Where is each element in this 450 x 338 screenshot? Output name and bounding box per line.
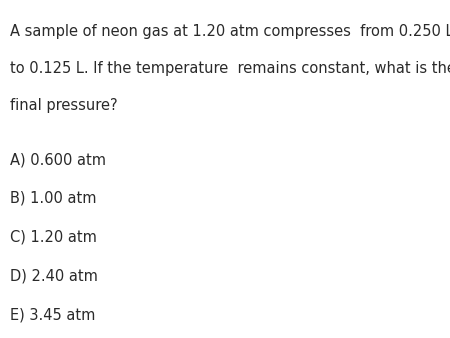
Text: D) 2.40 atm: D) 2.40 atm [10, 269, 98, 284]
Text: E) 3.45 atm: E) 3.45 atm [10, 308, 95, 322]
Text: to 0.125 L. If the temperature  remains constant, what is the: to 0.125 L. If the temperature remains c… [10, 61, 450, 76]
Text: final pressure?: final pressure? [10, 98, 117, 113]
Text: A) 0.600 atm: A) 0.600 atm [10, 152, 106, 167]
Text: B) 1.00 atm: B) 1.00 atm [10, 191, 96, 206]
Text: C) 1.20 atm: C) 1.20 atm [10, 230, 97, 245]
Text: A sample of neon gas at 1.20 atm compresses  from 0.250 L: A sample of neon gas at 1.20 atm compres… [10, 24, 450, 39]
